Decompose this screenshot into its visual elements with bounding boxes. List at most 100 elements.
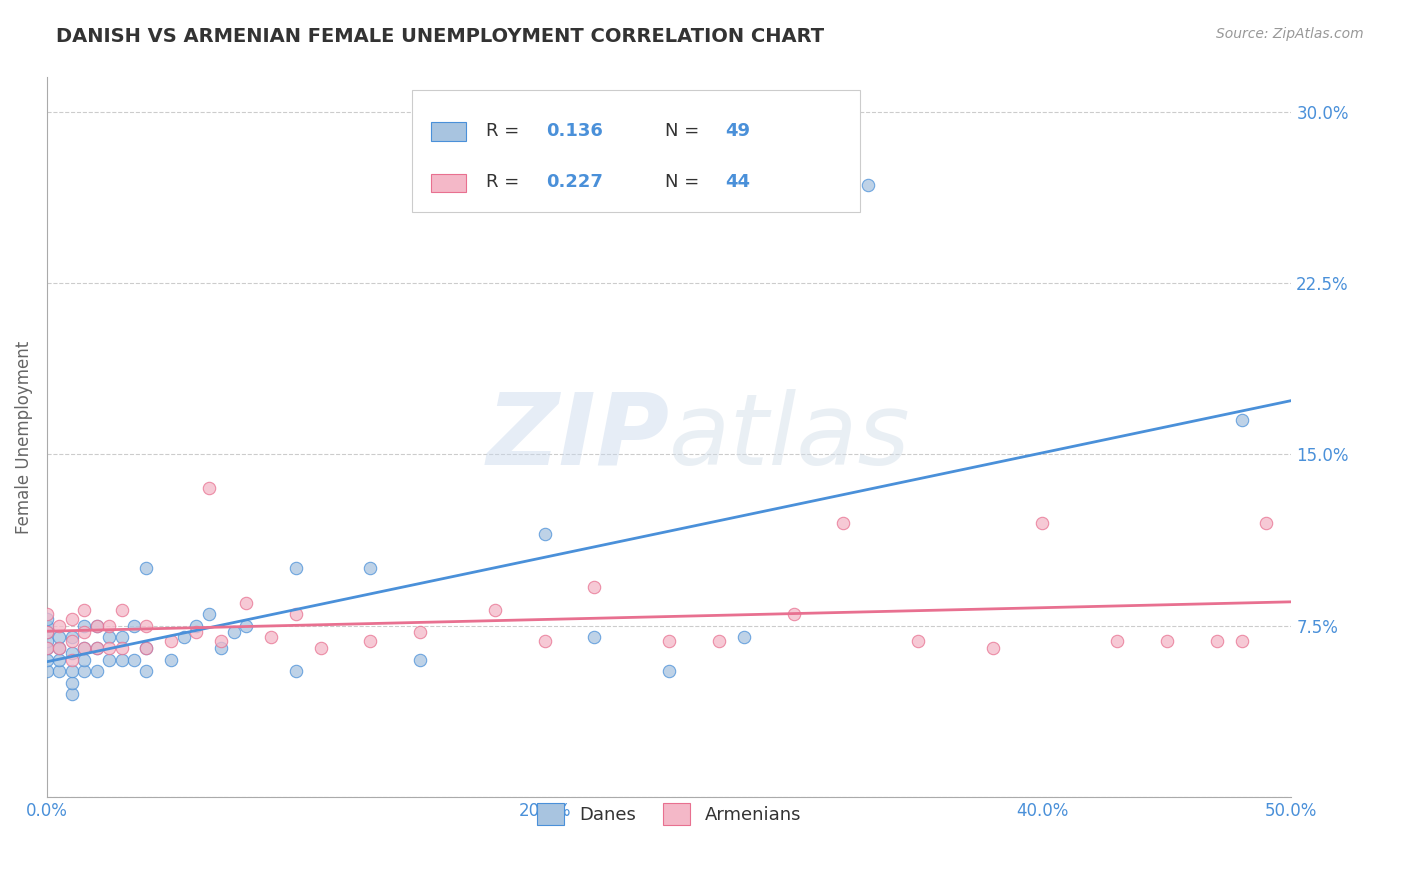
Point <box>858 178 880 192</box>
Point <box>98 630 121 644</box>
Point <box>1256 516 1278 530</box>
Point <box>73 664 96 678</box>
Point <box>60 687 83 701</box>
Point <box>60 664 83 678</box>
Point <box>35 641 58 656</box>
Point <box>1230 634 1253 648</box>
Point <box>135 618 157 632</box>
Text: 0.227: 0.227 <box>546 173 603 191</box>
Point <box>160 653 183 667</box>
Text: R =: R = <box>486 173 526 191</box>
Point <box>35 618 58 632</box>
Point <box>832 516 855 530</box>
Point <box>48 641 70 656</box>
Point <box>1107 634 1129 648</box>
Text: 44: 44 <box>725 173 751 191</box>
Text: 0.136: 0.136 <box>546 121 603 139</box>
Point <box>35 612 58 626</box>
Point <box>73 641 96 656</box>
Point <box>359 561 381 575</box>
Point <box>60 646 83 660</box>
Point <box>122 653 145 667</box>
Point <box>235 618 257 632</box>
Point <box>73 602 96 616</box>
Point <box>86 618 108 632</box>
Point <box>98 653 121 667</box>
Point <box>1156 634 1178 648</box>
Point <box>707 634 730 648</box>
Point <box>222 625 245 640</box>
Point <box>197 607 219 621</box>
Text: ZIP: ZIP <box>486 389 669 485</box>
Legend: Danes, Armenians: Danes, Armenians <box>529 795 810 835</box>
Point <box>1031 516 1053 530</box>
Point <box>309 641 332 656</box>
Point <box>135 641 157 656</box>
Point <box>86 641 108 656</box>
Point <box>35 653 58 667</box>
Point <box>86 618 108 632</box>
Point <box>186 618 208 632</box>
Point <box>122 618 145 632</box>
Y-axis label: Female Unemployment: Female Unemployment <box>15 341 32 533</box>
Point <box>981 641 1004 656</box>
Point <box>60 630 83 644</box>
Text: DANISH VS ARMENIAN FEMALE UNEMPLOYMENT CORRELATION CHART: DANISH VS ARMENIAN FEMALE UNEMPLOYMENT C… <box>56 27 824 45</box>
Point <box>409 625 432 640</box>
Point <box>60 675 83 690</box>
Point <box>409 653 432 667</box>
Point <box>98 618 121 632</box>
Point <box>583 580 606 594</box>
Point <box>173 630 195 644</box>
Point <box>73 625 96 640</box>
Point <box>110 653 132 667</box>
Text: Source: ZipAtlas.com: Source: ZipAtlas.com <box>1216 27 1364 41</box>
Point <box>484 602 506 616</box>
Point <box>73 641 96 656</box>
Text: N =: N = <box>665 121 706 139</box>
Point <box>160 634 183 648</box>
Point <box>60 612 83 626</box>
Point <box>1205 634 1227 648</box>
Point <box>284 664 307 678</box>
Point <box>658 634 681 648</box>
Point <box>110 630 132 644</box>
Point <box>35 664 58 678</box>
Point <box>359 634 381 648</box>
Point <box>260 630 283 644</box>
Point <box>48 653 70 667</box>
Point <box>533 634 555 648</box>
Point <box>658 664 681 678</box>
Point <box>86 641 108 656</box>
Point <box>197 482 219 496</box>
Point <box>35 625 58 640</box>
Point <box>110 602 132 616</box>
Point <box>135 561 157 575</box>
Point <box>110 641 132 656</box>
Point <box>284 561 307 575</box>
Point <box>73 618 96 632</box>
Point <box>60 634 83 648</box>
Point <box>583 630 606 644</box>
Point <box>60 653 83 667</box>
Point <box>284 607 307 621</box>
Point <box>209 641 232 656</box>
Point <box>48 630 70 644</box>
Point <box>35 641 58 656</box>
Point <box>48 641 70 656</box>
Point <box>782 607 804 621</box>
Point <box>1230 413 1253 427</box>
Point <box>48 664 70 678</box>
Text: 49: 49 <box>725 121 751 139</box>
Point <box>135 641 157 656</box>
Point <box>235 596 257 610</box>
Point <box>907 634 929 648</box>
Point <box>35 607 58 621</box>
Point <box>35 634 58 648</box>
Point <box>533 527 555 541</box>
FancyBboxPatch shape <box>412 90 859 212</box>
Point <box>186 625 208 640</box>
Text: N =: N = <box>665 173 706 191</box>
Text: atlas: atlas <box>669 389 911 485</box>
Point <box>48 618 70 632</box>
